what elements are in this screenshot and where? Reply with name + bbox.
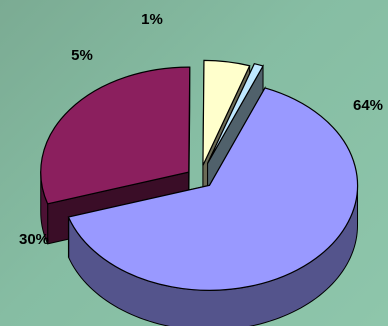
pie-slice-1: [67, 87, 359, 291]
pie-slice-4: [207, 63, 264, 164]
pie-tops: [40, 59, 359, 291]
pie-slice-2: [40, 66, 191, 205]
pie-slice-3: [202, 59, 251, 166]
pie-labels: 64% 30% 5% 1%: [19, 11, 383, 248]
slice-label-1: 64%: [353, 97, 383, 114]
slice-label-3: 5%: [71, 47, 93, 64]
slice-label-4: 1%: [141, 11, 163, 28]
slice-label-2: 30%: [19, 231, 49, 248]
